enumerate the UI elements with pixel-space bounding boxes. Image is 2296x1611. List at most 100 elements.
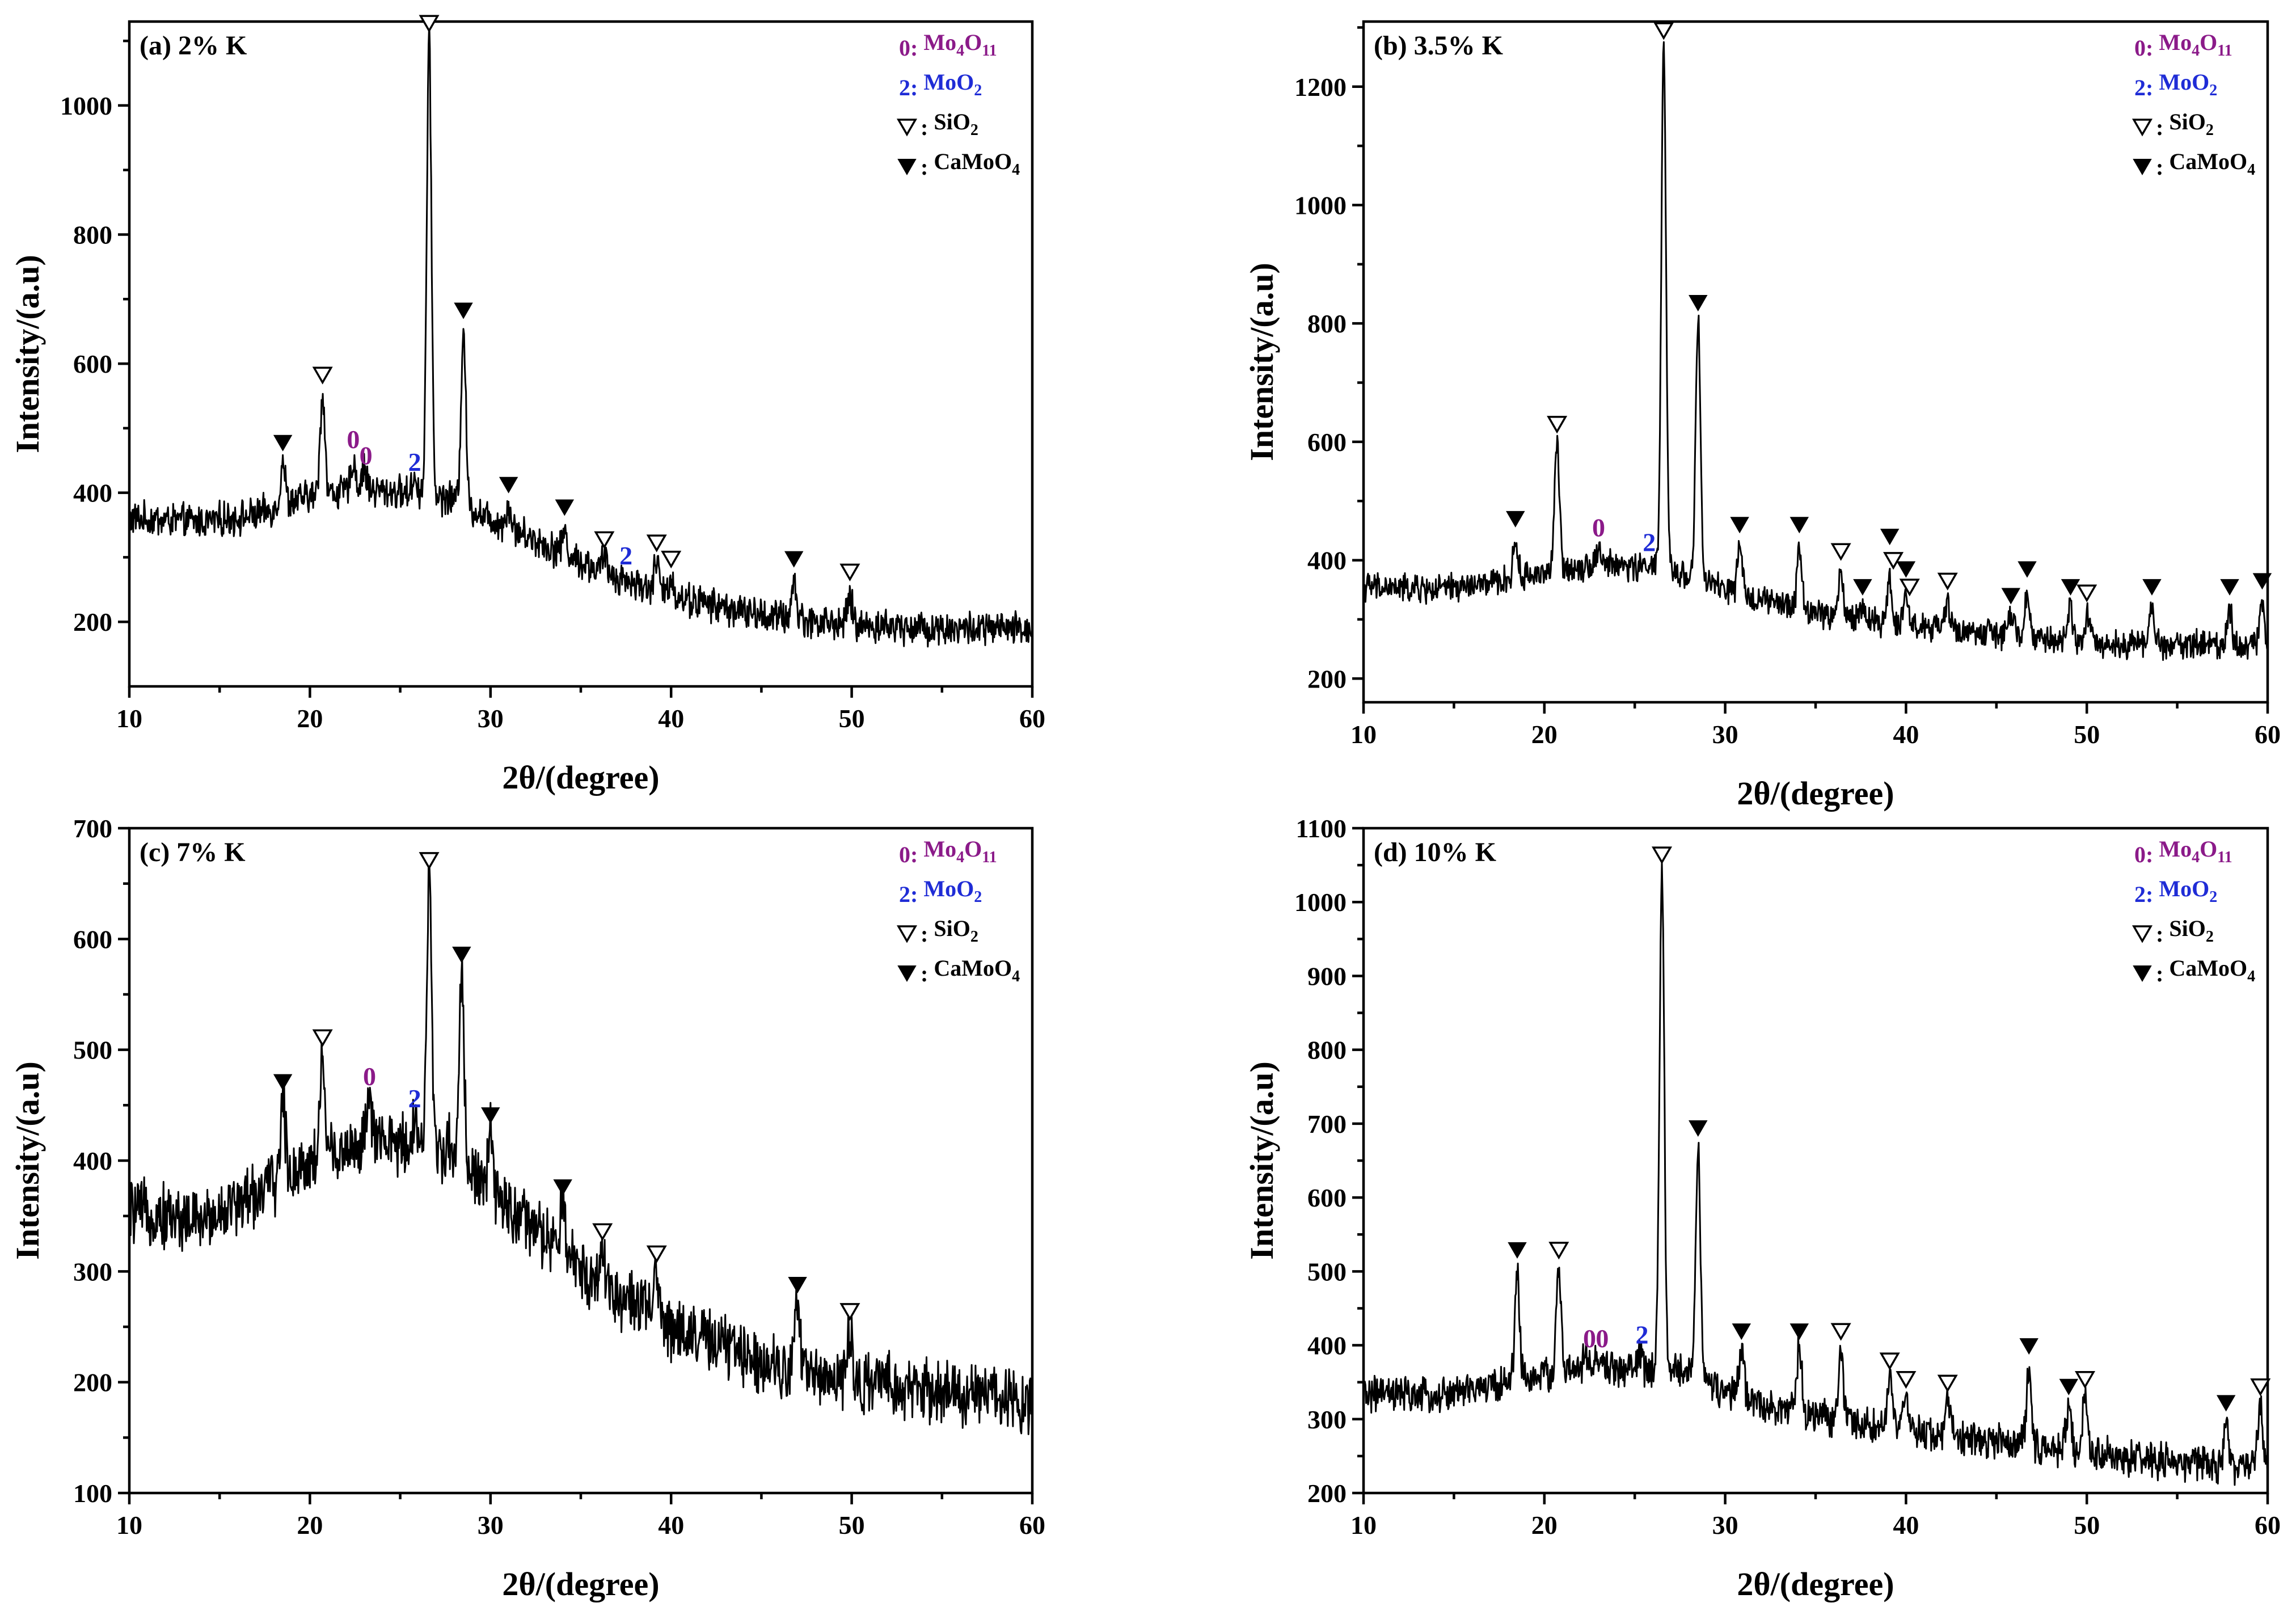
y-tick-label: 1200	[1294, 73, 1347, 102]
panel-label: (b) 3.5% K	[1374, 31, 1503, 61]
x-tick-label: 60	[2255, 720, 2281, 749]
legend-sep: :	[921, 154, 934, 180]
camoo4-peak-marker	[788, 1277, 807, 1294]
x-tick-label: 10	[1350, 1511, 1377, 1540]
sio2-peak-marker	[592, 1223, 613, 1241]
camoo4-peak-marker	[1789, 517, 1809, 534]
formula-element: Mo	[923, 836, 956, 862]
legend-sep: :	[921, 921, 934, 947]
camoo4-peak-marker	[2216, 1395, 2236, 1412]
sio2-peak-marker	[1899, 579, 1920, 597]
camoo4-peak-marker	[1880, 529, 1900, 546]
legend-symbol: 0:	[899, 842, 923, 867]
legend-entry-CaMoO4: : CaMoO4	[897, 955, 1020, 986]
open-triangle-icon	[2132, 119, 2153, 137]
y-tick-label: 600	[73, 925, 112, 954]
formula-subscript: 2	[2206, 928, 2214, 946]
camoo4-peak-marker	[1896, 561, 1916, 578]
plot-frame	[1362, 20, 2269, 704]
sio2-peak-marker	[1653, 22, 1674, 40]
legend-entry-MoO2: 2: MoO2	[899, 876, 982, 907]
formula-element: O	[2200, 836, 2217, 862]
filled-triangle-icon	[2133, 159, 2152, 176]
y-tick-label: 300	[73, 1257, 112, 1286]
formula-element: Mo	[2159, 29, 2192, 55]
sio2-peak-marker	[1547, 416, 1568, 434]
legend-label: : CaMoO4	[2156, 955, 2255, 986]
legend-sep: :	[2156, 154, 2169, 180]
sio2-peak-marker	[1883, 552, 1904, 570]
legend-label: 2: MoO2	[2134, 69, 2217, 100]
formula-element: CaMoO	[2169, 149, 2247, 174]
formula-element: MoO	[2159, 876, 2209, 901]
mo4o11-peak-marker: 0	[1583, 1324, 1596, 1353]
y-tick-label: 400	[73, 479, 112, 508]
sio2-peak-marker	[1830, 543, 1851, 561]
moo2-peak-marker: 2	[1643, 528, 1656, 557]
x-axis-title: 2θ/(degree)	[502, 759, 659, 796]
camoo4-peak-marker	[2018, 561, 2037, 578]
formula-subscript: 4	[2247, 161, 2255, 179]
camoo4-peak-marker	[454, 302, 473, 319]
y-tick-label: 500	[1307, 1257, 1347, 1286]
legend-sep: :	[2156, 921, 2169, 947]
x-tick-label: 20	[297, 1511, 323, 1540]
legend-symbol: 0:	[899, 35, 923, 61]
x-tick-label: 30	[1712, 1511, 1738, 1540]
sio2-peak-marker	[419, 15, 440, 33]
legend-label: 2: MoO2	[899, 69, 982, 100]
formula-subscript: 2	[970, 928, 978, 946]
sio2-peak-marker	[661, 550, 682, 569]
camoo4-peak-marker	[2142, 579, 2162, 596]
formula-element: MoO	[923, 69, 974, 95]
panel-a: 10 20 30 40 50 6020040060080010002θ/(degree)I…	[9, 15, 1045, 796]
camoo4-peak-marker	[1789, 1323, 1809, 1340]
formula-element: SiO	[934, 916, 970, 941]
legend-sep: :	[921, 115, 934, 140]
camoo4-peak-marker	[553, 1179, 572, 1196]
y-tick-label: 600	[73, 349, 112, 378]
legend-symbol: 2:	[2134, 882, 2159, 907]
formula-element: CaMoO	[2169, 955, 2247, 981]
camoo4-peak-marker	[1853, 579, 1872, 596]
xrd-pattern-line	[1362, 41, 2269, 661]
moo2-peak-marker: 2	[619, 541, 632, 570]
legend-entry-SiO2: : SiO2	[2132, 109, 2214, 140]
y-tick-label: 1100	[1296, 814, 1347, 843]
mo4o11-peak-marker: 0	[360, 441, 373, 470]
formula-subscript: 4	[1012, 161, 1020, 179]
legend-sep: :	[2156, 961, 2169, 986]
xrd-pattern-line	[128, 861, 1033, 1435]
x-tick-label: 50	[839, 1511, 865, 1540]
y-axis-title: Intensity/(a.u)	[1243, 1061, 1280, 1260]
filled-triangle-icon	[897, 159, 917, 176]
y-tick-label: 700	[1307, 1110, 1347, 1138]
camoo4-peak-marker	[2220, 579, 2239, 596]
panel-d: 10 20 30 40 50 602003004005006007008009001000…	[1243, 814, 2281, 1602]
y-tick-label: 200	[73, 608, 112, 636]
formula-element: O	[2200, 29, 2217, 55]
formula-subscript: 11	[982, 849, 997, 866]
formula-element: O	[964, 29, 982, 55]
camoo4-peak-marker	[452, 946, 471, 963]
formula-subscript: 2	[974, 888, 982, 906]
x-tick-label: 10	[116, 704, 142, 733]
formula-element: CaMoO	[934, 955, 1012, 981]
y-tick-label: 700	[73, 814, 112, 843]
panel-label: (d) 10% K	[1374, 837, 1496, 867]
camoo4-peak-marker	[2252, 573, 2272, 590]
legend-label: : SiO2	[921, 916, 978, 947]
legend-label: 0: Mo4O11	[899, 29, 997, 61]
legend-entry-SiO2: : SiO2	[896, 916, 978, 947]
legend-symbol: 0:	[2134, 842, 2159, 867]
y-tick-label: 800	[1307, 309, 1347, 338]
x-tick-label: 20	[297, 704, 323, 733]
x-tick-label: 60	[1019, 1511, 1045, 1540]
y-axis-title: Intensity/(a.u)	[9, 1061, 46, 1260]
x-tick-label: 40	[658, 704, 684, 733]
open-triangle-icon	[2132, 925, 2153, 943]
formula-subscript: 2	[970, 121, 978, 139]
legend-entry-MoO2: 2: MoO2	[899, 69, 982, 100]
legend-symbol: 2:	[899, 75, 923, 100]
legend-label: 0: Mo4O11	[899, 836, 997, 867]
